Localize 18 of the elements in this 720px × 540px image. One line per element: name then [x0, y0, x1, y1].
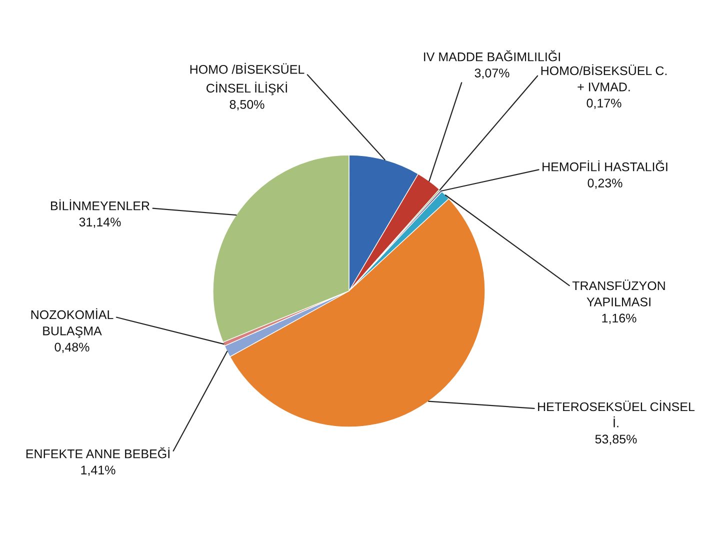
data-label: 0,23%: [588, 178, 622, 189]
data-label: 1,16%: [602, 314, 636, 324]
slice-label: HEMOFİLİ HASTALIĞI: [542, 160, 668, 172]
slice-label: HOMO /BİSEKSÜEL CİNSEL İLİŞKİ: [190, 62, 304, 96]
data-label: 53,85%: [595, 434, 637, 446]
slice-label: TRANSFÜZYON YAPILMASI: [572, 280, 665, 306]
slice-label: HOMO/BİSEKSÜEL C. + IVMAD.: [541, 64, 667, 92]
data-label: 1,41%: [81, 466, 116, 476]
data-label: 8,50%: [230, 100, 264, 110]
data-label: 31,14%: [79, 218, 121, 228]
slice-label: ENFEKTE ANNE BEBEĞİ: [26, 447, 170, 458]
slice-label: HETEROSEKSÜEL CİNSEL İ.: [538, 400, 695, 428]
data-label: 0,48%: [54, 342, 90, 354]
slice-label: BİLİNMEYENLER: [51, 199, 150, 210]
slice-label: NOZOKOMİAL BULAŞMA: [31, 308, 114, 338]
slice-label: IV MADDE BAĞIMLILIĞI: [424, 50, 560, 62]
data-label: 3,07%: [474, 68, 510, 79]
data-label: 0,17%: [586, 98, 622, 110]
